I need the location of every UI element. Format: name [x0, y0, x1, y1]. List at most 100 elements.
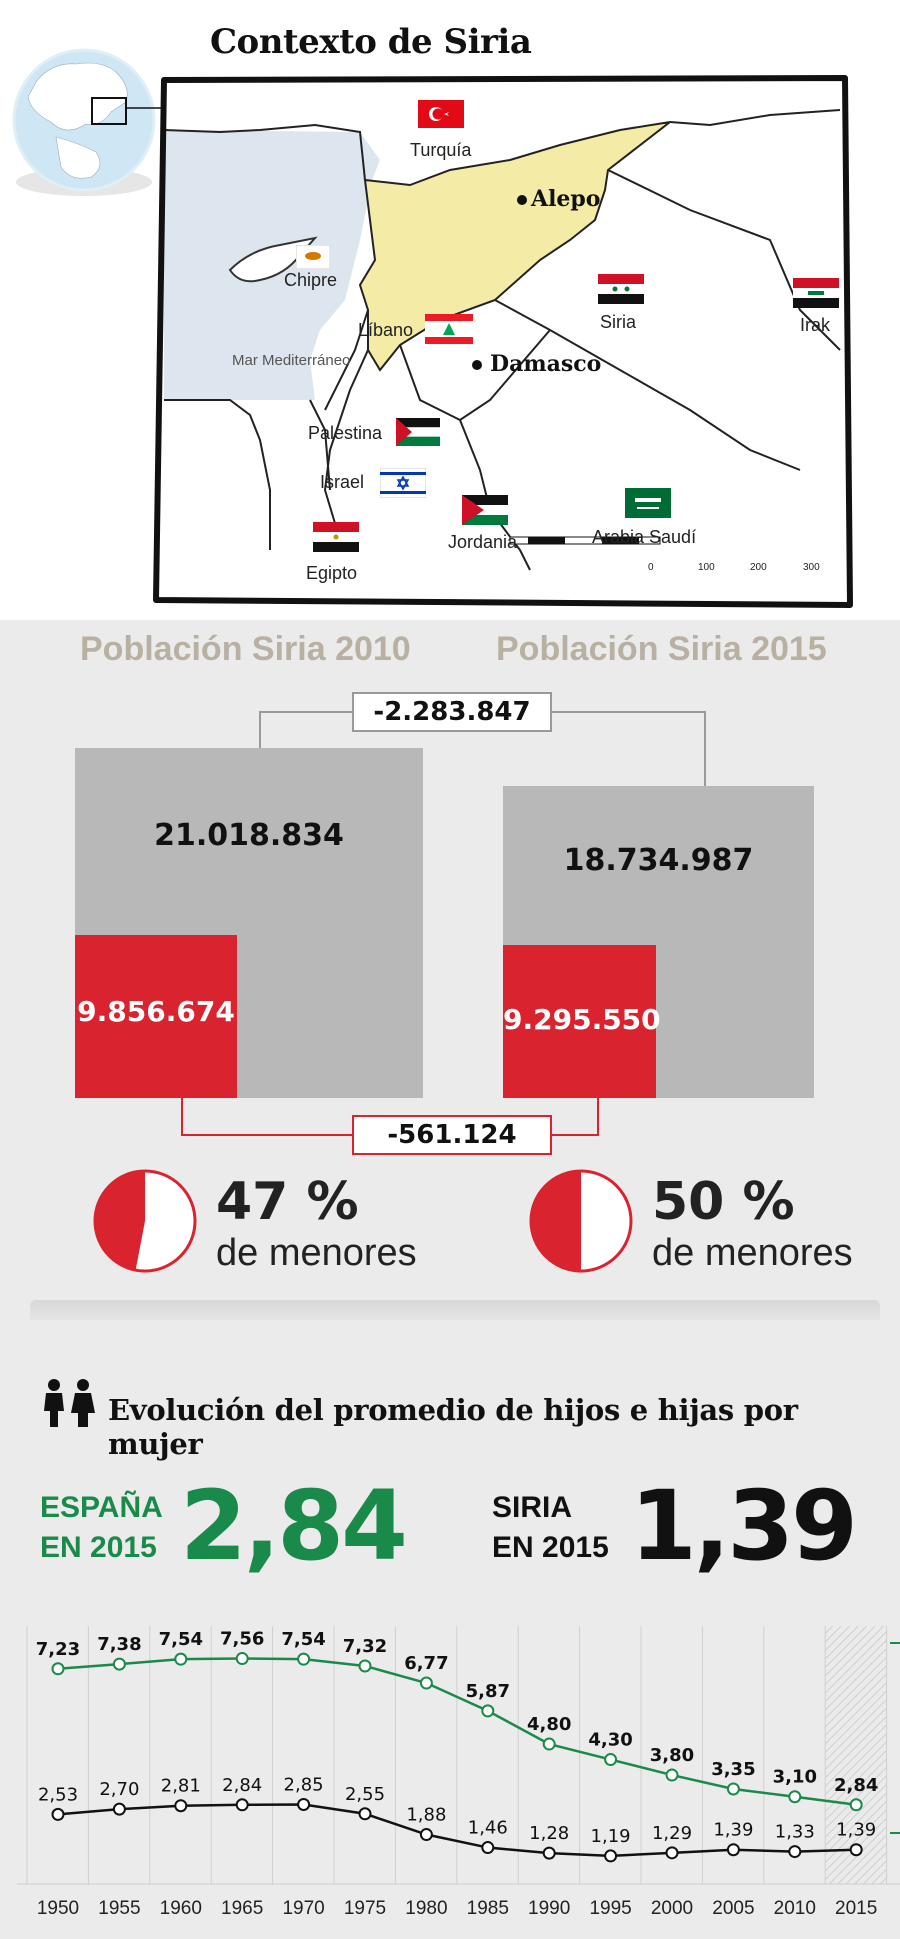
data-label-syria: 2,55	[345, 1784, 385, 1805]
scale-bar	[509, 536, 661, 545]
data-label-syria: 1,29	[652, 1823, 692, 1844]
x-tick-label: 1960	[160, 1898, 202, 1919]
iraq-flag-icon	[793, 278, 839, 308]
title-2010: Población Siria 2010	[80, 630, 411, 668]
inset-box	[91, 97, 127, 125]
cyprus-flag-icon	[296, 245, 330, 269]
x-tick-label: 1965	[221, 1898, 263, 1919]
point-syria	[112, 1802, 126, 1816]
label-egypt: Egipto	[306, 563, 358, 583]
point-syria	[788, 1845, 802, 1859]
label-aleppo: Alepo	[531, 186, 601, 212]
x-tick-label: 1985	[467, 1898, 509, 1919]
x-tick-label: 2015	[835, 1898, 877, 1919]
data-label-spain: 3,80	[650, 1745, 694, 1766]
minors-2010: 9.856.674	[77, 995, 235, 1028]
data-label-syria: 1,88	[406, 1805, 446, 1826]
point-spain	[726, 1782, 740, 1796]
label-jordan: Jordania	[448, 532, 518, 552]
damascus-marker	[472, 360, 482, 370]
point-syria	[481, 1841, 495, 1855]
data-label-spain: 7,54	[281, 1629, 325, 1650]
point-syria	[849, 1843, 863, 1857]
label-iraq: Irak	[800, 315, 831, 335]
point-spain	[419, 1676, 433, 1690]
lebanon-flag-icon	[425, 314, 473, 344]
data-label-syria: 2,70	[99, 1779, 139, 1800]
point-spain	[788, 1790, 802, 1804]
point-spain	[297, 1652, 311, 1666]
point-spain	[358, 1659, 372, 1673]
data-label-spain: 6,77	[404, 1653, 448, 1674]
region-map	[153, 75, 853, 608]
label-sea: Mar Mediterráneo	[232, 352, 351, 369]
point-spain	[235, 1652, 249, 1666]
scale-label-100: 100	[698, 562, 715, 573]
x-tick-label: 1990	[528, 1898, 570, 1919]
point-spain	[542, 1737, 556, 1751]
x-tick-label: 2010	[774, 1898, 816, 1919]
series-line-spain	[57, 1657, 857, 1807]
chart-title: Evolución del promedio de hijos e hijas …	[108, 1393, 798, 1461]
point-spain	[604, 1753, 618, 1767]
point-spain	[481, 1704, 495, 1718]
point-spain	[849, 1798, 863, 1812]
data-label-spain: 4,80	[527, 1714, 571, 1735]
spain-label-line1: ESPAÑA	[40, 1491, 163, 1524]
data-label-spain: 3,10	[773, 1767, 817, 1788]
data-label-syria: 1,28	[529, 1823, 569, 1844]
data-label-syria: 1,46	[468, 1818, 508, 1839]
point-spain	[51, 1662, 65, 1676]
scale-label-200: 200	[750, 562, 767, 573]
x-tick-label: 1995	[589, 1898, 631, 1919]
scale-label-0: 0	[648, 562, 654, 573]
data-label-spain: 7,56	[220, 1629, 264, 1650]
syria-label-line1: SIRIA	[492, 1491, 573, 1524]
data-label-spain: 3,35	[711, 1759, 755, 1780]
data-label-syria: 1,39	[836, 1820, 876, 1841]
data-label-spain: 2,84	[834, 1775, 878, 1796]
data-label-syria: 1,33	[775, 1822, 815, 1843]
point-syria	[665, 1846, 679, 1860]
point-syria	[358, 1807, 372, 1821]
x-tick-label: 2000	[651, 1898, 693, 1919]
data-label-syria: 1,39	[713, 1820, 753, 1841]
syria-shape	[358, 121, 671, 372]
fertility-line-chart: 1950 1955 1960 1965 1970 1975 1980 1985 1990 1995…	[17, 1626, 900, 1919]
pct-2015: 50 %	[652, 1172, 795, 1232]
syria-label-line2: EN 2015	[492, 1531, 609, 1564]
point-syria	[297, 1797, 311, 1811]
series-line-syria	[57, 1803, 857, 1858]
total-2015: 18.734.987	[563, 843, 754, 878]
point-syria	[51, 1807, 65, 1821]
israel-flag-icon	[380, 468, 426, 498]
x-tick-label: 1950	[37, 1898, 79, 1919]
data-label-syria: 2,84	[222, 1775, 262, 1796]
total-2010: 21.018.834	[154, 818, 344, 853]
minors-box-2015	[503, 945, 656, 1098]
data-label-syria: 2,81	[161, 1776, 201, 1797]
x-tick-label: 1980	[405, 1898, 447, 1919]
data-label-syria: 2,53	[38, 1784, 78, 1805]
point-syria	[542, 1846, 556, 1860]
label-lebanon: Líbano	[358, 320, 414, 340]
data-label-spain: 4,30	[588, 1730, 632, 1751]
people-icon	[44, 1379, 95, 1427]
point-syria	[604, 1849, 618, 1863]
data-label-spain: 7,38	[97, 1634, 141, 1655]
x-tick-label: 1955	[98, 1898, 140, 1919]
point-syria	[235, 1798, 249, 1812]
data-label-spain: 5,87	[466, 1681, 510, 1702]
data-label-spain: 7,23	[36, 1639, 80, 1660]
scale-label-300: 300	[803, 562, 820, 573]
pct-label-2015: de menores	[652, 1232, 853, 1274]
pct-label-2010: de menores	[216, 1232, 417, 1274]
minors-difference: -561.124	[352, 1115, 552, 1155]
label-palestine: Palestina	[308, 423, 383, 443]
aleppo-marker	[517, 195, 527, 205]
data-label-spain: 7,54	[159, 1629, 203, 1650]
data-label-syria: 1,19	[591, 1826, 631, 1847]
label-syria: Siria	[600, 312, 637, 332]
spain-label-line2: EN 2015	[40, 1531, 157, 1564]
cyprus-shape	[228, 236, 318, 283]
